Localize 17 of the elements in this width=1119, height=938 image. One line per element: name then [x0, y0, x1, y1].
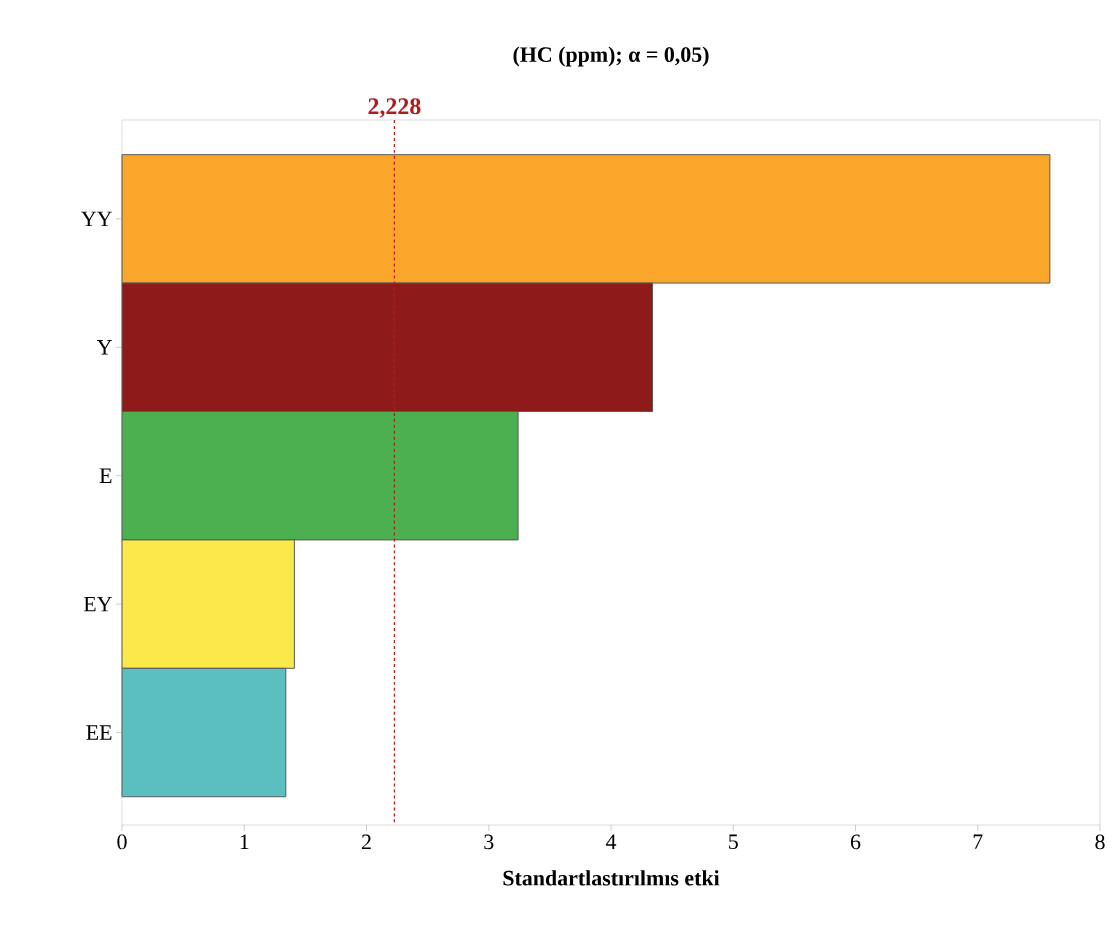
- y-tick-label: EE: [86, 725, 112, 740]
- x-tick-label: 3: [484, 834, 494, 850]
- x-tick-label: 4: [605, 834, 617, 849]
- y-tick-label: EY: [83, 596, 112, 612]
- x-tick-label: 8: [1095, 834, 1105, 850]
- y-tick-label: Y: [96, 340, 112, 355]
- ref-line-label: 2,228: [368, 98, 421, 118]
- x-axis-title: Standartlastırılmıs etki: [503, 870, 720, 886]
- y-tick-label: YY: [81, 211, 112, 227]
- x-tick-label: 6: [850, 834, 861, 850]
- x-tick-label: 5: [729, 834, 738, 850]
- chart-title: (HC (ppm); α = 0,05): [513, 46, 709, 67]
- x-tick-label: 1: [240, 834, 249, 849]
- x-tick-label: 7: [973, 834, 983, 849]
- x-tick-label: 2: [362, 834, 371, 850]
- x-tick-label: 0: [117, 834, 127, 850]
- y-tick-label: E: [99, 468, 112, 483]
